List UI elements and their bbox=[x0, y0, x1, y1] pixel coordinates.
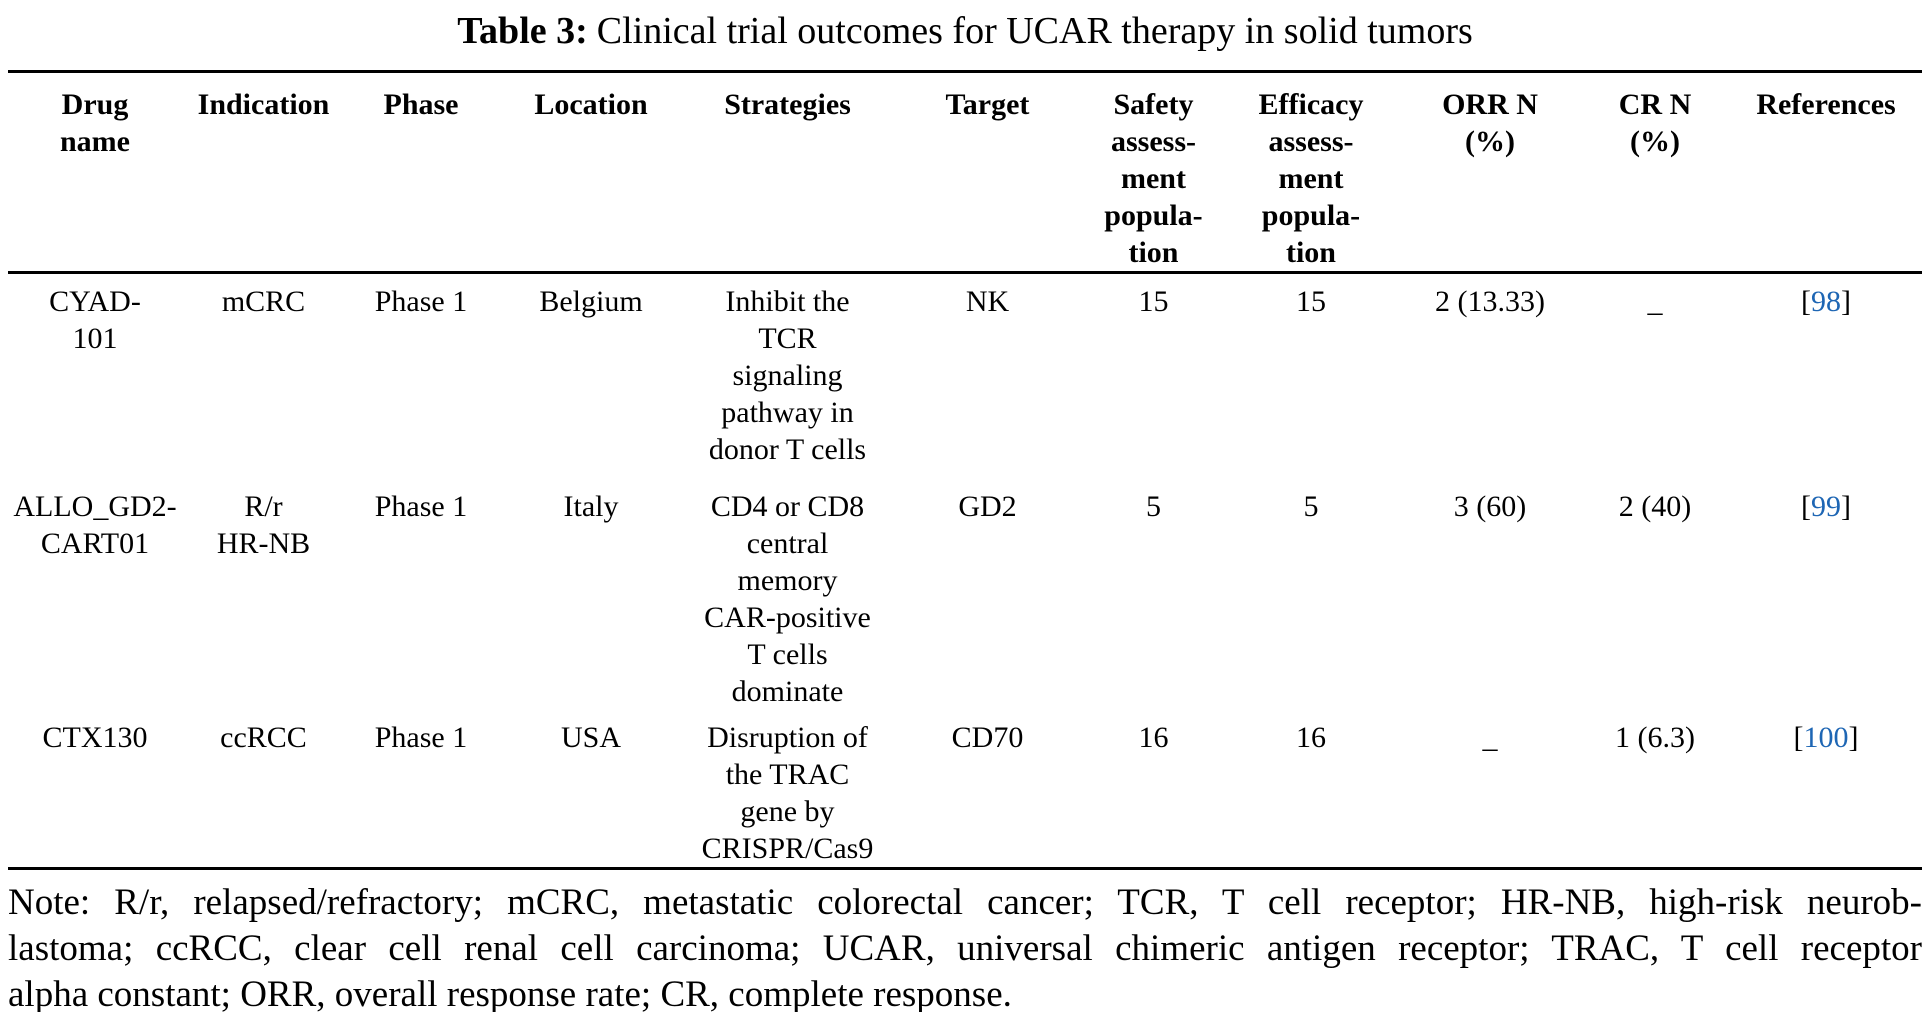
cell-target: CD70 bbox=[951, 720, 1024, 754]
col-header-efficacy-population: Efficacy assess- ment popula- tion bbox=[1258, 88, 1364, 269]
table-header: Drug name Indication Phase Location Stra… bbox=[8, 72, 1922, 273]
cell-cr: 1 (6.3) bbox=[1615, 720, 1695, 754]
cell-efficacy-population: 16 bbox=[1296, 720, 1326, 754]
cell-drug-name: CYAD- 101 bbox=[49, 285, 141, 355]
col-header-indication: Indication bbox=[197, 88, 330, 121]
clinical-trials-table: Drug name Indication Phase Location Stra… bbox=[8, 70, 1922, 870]
table-caption-label: Table 3: bbox=[457, 10, 588, 52]
cell-location: Belgium bbox=[539, 285, 643, 318]
cell-phase: Phase 1 bbox=[374, 285, 468, 318]
cell-efficacy-population: 15 bbox=[1296, 285, 1326, 318]
col-header-safety-population: Safety assess- ment popula- tion bbox=[1104, 88, 1203, 269]
cell-phase: Phase 1 bbox=[374, 720, 468, 754]
cell-location: Italy bbox=[563, 489, 619, 523]
cell-cr: _ bbox=[1647, 285, 1663, 318]
table-note: Note: R/r, relapsed/refractory; mCRC, me… bbox=[8, 880, 1922, 1012]
cell-reference: [98] bbox=[1730, 273, 1922, 479]
ref-bracket-open: [ bbox=[1793, 720, 1804, 754]
table-caption: Table 3: Clinical trial outcomes for UCAR… bbox=[8, 0, 1922, 70]
note-line: lastoma; ccRCC, clear cell renal cell ca… bbox=[8, 927, 1922, 969]
cell-cr: 2 (40) bbox=[1618, 489, 1692, 523]
cell-efficacy-population: 5 bbox=[1303, 489, 1319, 523]
table-caption-text: Clinical trial outcomes for UCAR therapy… bbox=[596, 10, 1473, 52]
cell-location: USA bbox=[560, 720, 621, 754]
cell-reference: [100] bbox=[1730, 710, 1922, 869]
cell-orr: _ bbox=[1482, 720, 1498, 754]
ref-bracket-close: ] bbox=[1841, 489, 1851, 523]
ref-bracket-close: ] bbox=[1841, 285, 1851, 318]
cell-safety-population: 15 bbox=[1138, 285, 1169, 318]
table-row: CYAD- 101 mCRC Phase 1 Belgium Inhibit t… bbox=[8, 273, 1922, 479]
cell-safety-population: 5 bbox=[1146, 489, 1161, 523]
cell-indication: R/r HR-NB bbox=[216, 489, 311, 560]
cell-target: GD2 bbox=[958, 489, 1017, 523]
table-row: CTX130 ccRCC Phase 1 USA Disruption of t… bbox=[8, 710, 1922, 869]
cell-phase: Phase 1 bbox=[374, 489, 468, 523]
cell-strategies: Inhibit the TCR signaling pathway in don… bbox=[708, 285, 867, 466]
note-line: Note: R/r, relapsed/refractory; mCRC, me… bbox=[8, 881, 1922, 923]
cell-indication: ccRCC bbox=[220, 720, 307, 754]
cell-indication: mCRC bbox=[221, 285, 306, 318]
citation-link[interactable]: 98 bbox=[1811, 285, 1841, 318]
col-header-drug-name: Drug name bbox=[60, 88, 130, 158]
note-line: alpha constant; ORR, overall response ra… bbox=[8, 973, 1012, 1012]
cell-strategies: CD4 or CD8 central memory CAR-positive T… bbox=[704, 489, 871, 708]
col-header-phase: Phase bbox=[383, 88, 459, 121]
cell-safety-population: 16 bbox=[1138, 720, 1169, 754]
cell-strategies: Disruption of the TRAC gene by CRISPR/Ca… bbox=[701, 720, 874, 865]
cell-reference: [99] bbox=[1730, 479, 1922, 710]
cell-drug-name: CTX130 bbox=[42, 720, 148, 754]
col-header-target: Target bbox=[945, 88, 1030, 121]
cell-target: NK bbox=[965, 285, 1010, 318]
header-row: Drug name Indication Phase Location Stra… bbox=[8, 72, 1922, 273]
col-header-location: Location bbox=[534, 88, 648, 121]
col-header-orr: ORR N (%) bbox=[1442, 88, 1538, 158]
table-body: CYAD- 101 mCRC Phase 1 Belgium Inhibit t… bbox=[8, 273, 1922, 869]
col-header-strategies: Strategies bbox=[724, 88, 851, 121]
cell-drug-name: ALLO_GD2- CART01 bbox=[13, 489, 177, 560]
citation-link[interactable]: 100 bbox=[1803, 720, 1849, 754]
ref-bracket-open: [ bbox=[1801, 285, 1811, 318]
col-header-cr: CR N (%) bbox=[1618, 88, 1692, 158]
ref-bracket-open: [ bbox=[1801, 489, 1811, 523]
cell-orr: 3 (60) bbox=[1453, 489, 1527, 523]
ref-bracket-close: ] bbox=[1848, 720, 1859, 754]
col-header-references: References bbox=[1756, 88, 1896, 121]
table-row: ALLO_GD2- CART01 R/r HR-NB Phase 1 Italy… bbox=[8, 479, 1922, 710]
cell-orr: 2 (13.33) bbox=[1435, 285, 1545, 318]
citation-link[interactable]: 99 bbox=[1811, 489, 1841, 523]
